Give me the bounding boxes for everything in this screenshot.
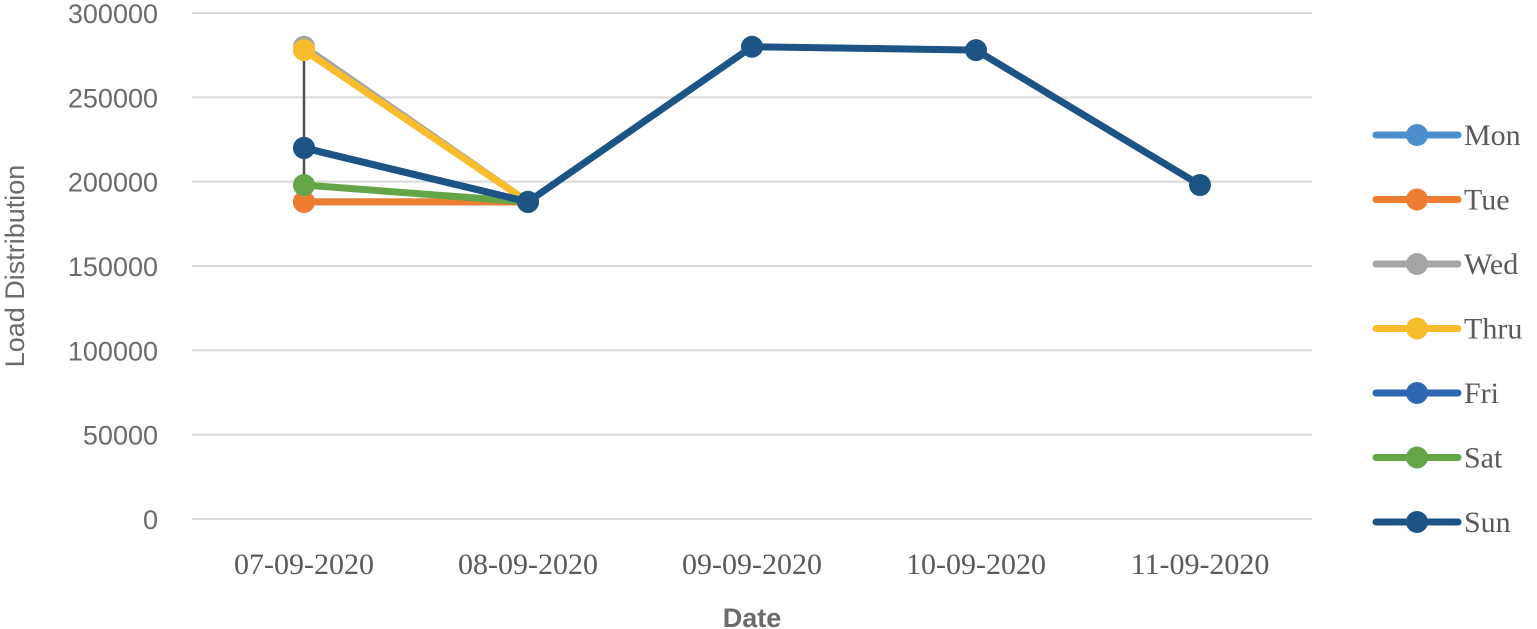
x-axis-ticks: 07-09-2020 08-09-2020 09-09-2020 10-09-2020… (234, 548, 1269, 581)
series-sun (293, 35, 1211, 213)
series-line-sun (300, 43, 1204, 206)
series-lines (293, 35, 1211, 213)
legend-item-tue: Tue (1372, 184, 1510, 217)
legend-swatch-marker (1406, 446, 1428, 469)
legend-swatch-marker (1406, 317, 1428, 340)
legend-swatch-marker (1406, 253, 1428, 275)
legend-label: Sat (1464, 442, 1503, 475)
legend-item-wed: Wed (1372, 248, 1518, 281)
y-tick-label: 100000 (68, 336, 158, 366)
x-tick-label: 10-09-2020 (906, 548, 1046, 581)
data-point-sun (1189, 174, 1211, 197)
legend-label: Sun (1464, 506, 1511, 539)
y-tick-label: 0 (143, 505, 158, 535)
legend-item-sun: Sun (1372, 506, 1511, 539)
legend-swatch-marker (1406, 382, 1428, 404)
x-axis-title: Date (723, 603, 782, 629)
legend: Mon Tue Wed Thru Fri Sat Sun (1372, 119, 1522, 539)
x-tick-label: 09-09-2020 (682, 548, 822, 581)
x-tick-label: 08-09-2020 (458, 548, 598, 581)
y-tick-label: 300000 (68, 0, 158, 29)
legend-item-sat: Sat (1372, 442, 1503, 475)
legend-swatch-marker (1406, 511, 1428, 533)
data-point-sun (293, 136, 315, 159)
legend-label: Tue (1464, 184, 1510, 217)
data-point-sun (517, 190, 539, 213)
legend-label: Mon (1464, 119, 1521, 152)
data-point-thru (293, 39, 315, 62)
y-tick-label: 50000 (83, 421, 158, 451)
data-point-sun (965, 39, 987, 62)
y-tick-label: 250000 (68, 83, 158, 113)
y-axis-ticks: 0 50000 100000 150000 200000 250000 300000 (68, 0, 158, 535)
y-tick-label: 200000 (68, 168, 158, 198)
legend-swatch-marker (1406, 188, 1428, 211)
legend-item-mon: Mon (1372, 119, 1521, 152)
series-line-thru (300, 46, 532, 206)
y-tick-label: 150000 (68, 252, 158, 282)
legend-label: Wed (1464, 248, 1518, 281)
legend-swatch-marker (1406, 124, 1428, 146)
data-point-tue (293, 190, 315, 213)
x-tick-label: 07-09-2020 (234, 548, 374, 581)
x-tick-label: 11-09-2020 (1131, 548, 1270, 581)
y-axis-title: Load Distribution (0, 165, 30, 368)
data-point-sat (293, 174, 315, 197)
legend-label: Fri (1464, 377, 1499, 410)
legend-label: Thru (1464, 313, 1522, 346)
data-point-sun (741, 35, 763, 58)
legend-item-fri: Fri (1372, 377, 1499, 410)
series-line-sat (300, 181, 532, 206)
legend-item-thru: Thru (1372, 313, 1522, 346)
